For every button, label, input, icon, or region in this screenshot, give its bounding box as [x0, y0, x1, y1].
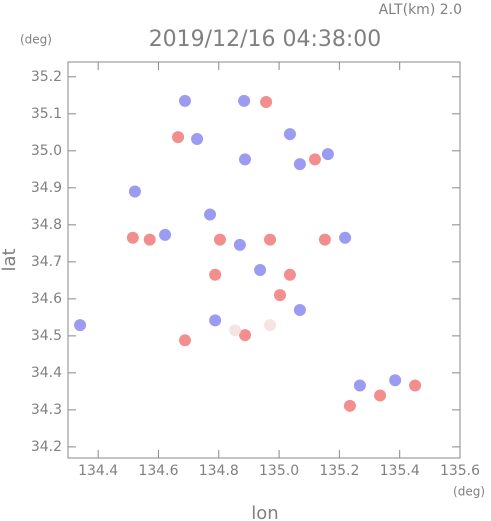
echo-patch	[264, 233, 277, 246]
y-tick-label: 34.7	[31, 254, 62, 270]
y-tick-label: 34.8	[31, 217, 62, 233]
echo-patch	[293, 303, 306, 316]
echo-patch	[239, 153, 252, 166]
x-tick-label: 135.2	[319, 463, 359, 479]
x-unit: (deg)	[453, 485, 485, 499]
echo-patch	[293, 158, 306, 171]
y-tick-label: 34.2	[31, 439, 62, 455]
y-tick-label: 34.6	[31, 291, 62, 307]
echo-patch	[308, 153, 321, 166]
x-axis-label: lon	[251, 503, 278, 521]
y-tick-label: 35.1	[31, 106, 62, 122]
x-tick-label: 135.4	[380, 463, 420, 479]
echo-patch	[159, 228, 172, 241]
echo-patch	[178, 334, 191, 347]
echo-patch	[209, 268, 222, 281]
echo-patch	[178, 94, 191, 107]
echo-patch	[128, 185, 141, 198]
echo-patch	[389, 374, 402, 387]
echo-patch	[239, 329, 252, 342]
plot-frame	[67, 61, 461, 459]
echo-patch	[283, 128, 296, 141]
echo-patch	[254, 263, 267, 276]
chart-title: 2019/12/16 04:38:00	[149, 27, 382, 52]
echo-patch	[213, 233, 226, 246]
y-unit: (deg)	[20, 33, 52, 47]
echo-patch	[318, 233, 331, 246]
y-tick-label: 34.5	[31, 328, 62, 344]
x-tick-label: 134.6	[138, 463, 178, 479]
echo-patch	[238, 94, 251, 107]
echo-patch	[233, 238, 246, 251]
y-axis-label: lat	[0, 248, 20, 271]
echo-patch	[172, 131, 185, 144]
x-tick-label: 134.8	[199, 463, 239, 479]
echo-patch	[353, 379, 366, 392]
x-tick-label: 135.6	[440, 463, 480, 479]
echo-patch	[260, 95, 273, 108]
chart-subtitle: ALT(km) 2.0	[379, 2, 462, 18]
echo-patch	[191, 132, 204, 145]
y-tick-label: 35.0	[31, 143, 62, 159]
echo-patch	[409, 379, 422, 392]
y-tick-label: 34.9	[31, 180, 62, 196]
echo-patch	[264, 319, 277, 332]
echo-patch	[343, 399, 356, 412]
echo-patch	[229, 324, 242, 337]
echo-patch	[321, 148, 334, 161]
echo-patch	[143, 233, 156, 246]
echo-patch	[126, 231, 139, 244]
y-tick-label: 34.4	[31, 365, 62, 381]
echo-patch	[283, 268, 296, 281]
echo-patch	[339, 231, 352, 244]
x-tick-label: 134.4	[78, 463, 118, 479]
echo-patch	[273, 289, 286, 302]
echo-patch	[74, 319, 87, 332]
x-tick-label: 135.0	[259, 463, 299, 479]
y-tick-label: 34.3	[31, 402, 62, 418]
echo-patch	[374, 389, 387, 402]
echo-patch	[204, 208, 217, 221]
echo-patch	[209, 314, 222, 327]
y-tick-label: 35.2	[31, 69, 62, 85]
